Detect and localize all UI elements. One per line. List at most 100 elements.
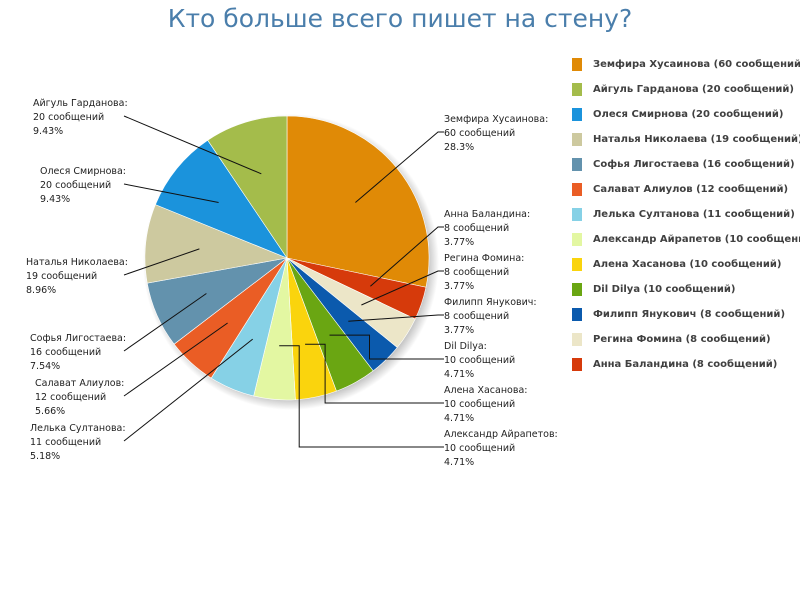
slice-label-count: 8 сообщений [444, 267, 509, 278]
legend-label: Регина Фомина (8 сообщений) [593, 334, 771, 345]
slice-label-percent: 3.77% [444, 325, 474, 336]
slice-label-10: Софья Лигостаева: 16 сообщений 7.54% [30, 333, 126, 372]
legend-swatch [572, 333, 582, 346]
slice-label-7: Александр Айрапетов: 10 сообщений 4.71% [444, 429, 558, 468]
legend-swatch [572, 158, 582, 171]
slice-label-11: Наталья Николаева: 19 сообщений 8.96% [26, 257, 128, 296]
leader-line-6 [305, 343, 444, 404]
slice-label-name: Олеся Смирнова: [40, 166, 126, 177]
slice-label-percent: 7.54% [30, 361, 60, 372]
legend-swatch [572, 58, 582, 71]
legend: Земфира Хусаинова (60 сообщений) Айгуль Г… [572, 52, 800, 377]
legend-item[interactable]: Софья Лигостаева (16 сообщений) [572, 152, 800, 177]
slice-label-name: Dil Dilya: [444, 341, 487, 352]
legend-label: Филипп Янукович (8 сообщений) [593, 309, 786, 320]
slice-label-count: 60 сообщений [444, 128, 515, 139]
slice-label-name: Филипп Янукович: [444, 297, 537, 308]
legend-swatch [572, 183, 582, 196]
slice-label-name: Земфира Хусаинова: [444, 114, 548, 125]
slice-label-count: 8 сообщений [444, 311, 509, 322]
slice-label-count: 10 сообщений [444, 355, 515, 366]
slice-label-percent: 4.71% [444, 369, 474, 380]
slice-label-5: Dil Dilya: 10 сообщений 4.71% [444, 341, 515, 380]
leader-line-10 [123, 293, 207, 352]
legend-item[interactable]: Регина Фомина (8 сообщений) [572, 327, 800, 352]
slice-label-3: Регина Фомина: 8 сообщений 3.77% [444, 253, 524, 292]
slice-label-count: 16 сообщений [30, 347, 101, 358]
legend-swatch [572, 308, 582, 321]
slice-label-name: Алена Хасанова: [444, 385, 528, 396]
slice-label-percent: 3.77% [444, 237, 474, 248]
slice-labels: Земфира Хусаинова: 60 сообщений 28.3% Анна … [26, 98, 558, 468]
legend-item[interactable]: Алена Хасанова (10 сообщений) [572, 252, 800, 277]
leader-line-5 [329, 334, 444, 360]
legend-item[interactable]: Александр Айрапетов (10 сообщений [572, 227, 800, 252]
slice-label-name: Салават Алиулов: [35, 378, 124, 389]
leader-lines [123, 115, 444, 448]
legend-swatch [572, 258, 582, 271]
slice-label-count: 20 сообщений [33, 112, 104, 123]
slice-label-percent: 8.96% [26, 285, 56, 296]
slice-label-count: 8 сообщений [444, 223, 509, 234]
legend-swatch [572, 283, 582, 296]
slice-label-8: Лелька Султанова: 11 сообщений 5.18% [30, 423, 126, 462]
slice-label-name: Айгуль Гарданова: [33, 98, 128, 109]
leader-line-2 [370, 226, 444, 287]
slice-label-count: 10 сообщений [444, 399, 515, 410]
leader-line-9 [123, 322, 228, 397]
slice-label-count: 20 сообщений [40, 180, 111, 191]
legend-swatch [572, 233, 582, 246]
legend-item[interactable]: Земфира Хусаинова (60 сообщений) [572, 52, 800, 77]
leader-line-3 [361, 270, 444, 306]
slice-label-1: Земфира Хусаинова: 60 сообщений 28.3% [444, 114, 548, 153]
pie-slices [144, 115, 430, 401]
pie-slice-11[interactable] [144, 204, 289, 284]
legend-label: Земфира Хусаинова (60 сообщений) [593, 59, 800, 70]
pie-slice-1[interactable] [286, 115, 430, 288]
legend-swatch [572, 108, 582, 121]
legend-label: Салават Алиулов (12 сообщений) [593, 184, 789, 195]
legend-label: Софья Лигостаева (16 сообщений) [593, 159, 795, 170]
legend-swatch [572, 358, 582, 371]
legend-swatch [572, 83, 582, 96]
legend-item[interactable]: Салават Алиулов (12 сообщений) [572, 177, 800, 202]
leader-line-13 [123, 115, 262, 175]
slice-label-9: Салават Алиулов: 12 сообщений 5.66% [35, 378, 124, 417]
legend-item[interactable]: Наталья Николаева (19 сообщений) [572, 127, 800, 152]
leader-line-7 [279, 345, 444, 448]
chart-title: Кто больше всего пишет на стену? [167, 4, 633, 33]
slice-label-name: Александр Айрапетов: [444, 429, 558, 440]
legend-item[interactable]: Филипп Янукович (8 сообщений) [572, 302, 800, 327]
legend-item[interactable]: Dil Dilya (10 сообщений) [572, 277, 800, 302]
legend-item[interactable]: Олеся Смирнова (20 сообщений) [572, 102, 800, 127]
legend-item[interactable]: Анна Баландина (8 сообщений) [572, 352, 800, 377]
legend-label: Алена Хасанова (10 сообщений) [593, 259, 782, 270]
slice-label-count: 11 сообщений [30, 437, 101, 448]
legend-label: Александр Айрапетов (10 сообщений [593, 234, 800, 245]
legend-swatch [572, 133, 582, 146]
slice-label-count: 10 сообщений [444, 443, 515, 454]
slice-label-2: Анна Баландина: 8 сообщений 3.77% [444, 209, 530, 248]
slice-label-count: 19 сообщений [26, 271, 97, 282]
slice-label-percent: 5.66% [35, 406, 65, 417]
slice-label-percent: 9.43% [33, 126, 63, 137]
slice-label-13: Айгуль Гарданова: 20 сообщений 9.43% [33, 98, 128, 137]
slice-label-name: Регина Фомина: [444, 253, 524, 264]
slice-label-percent: 4.71% [444, 457, 474, 468]
legend-label: Айгуль Гарданова (20 сообщений) [593, 84, 795, 95]
slice-label-name: Лелька Султанова: [30, 423, 126, 434]
leader-line-4 [348, 314, 444, 322]
slice-label-count: 12 сообщений [35, 392, 106, 403]
slice-label-6: Алена Хасанова: 10 сообщений 4.71% [444, 385, 528, 424]
pie-slice-13[interactable] [207, 115, 288, 259]
legend-label: Лелька Султанова (11 сообщений) [593, 209, 795, 220]
legend-label: Олеся Смирнова (20 сообщений) [593, 109, 784, 120]
legend-item[interactable]: Айгуль Гарданова (20 сообщений) [572, 77, 800, 102]
slice-label-name: Анна Баландина: [444, 209, 530, 220]
pie-slice-12[interactable] [155, 139, 288, 259]
slice-label-percent: 4.71% [444, 413, 474, 424]
legend-item[interactable]: Лелька Султанова (11 сообщений) [572, 202, 800, 227]
slice-label-12: Олеся Смирнова: 20 сообщений 9.43% [40, 166, 126, 205]
slice-label-percent: 3.77% [444, 281, 474, 292]
